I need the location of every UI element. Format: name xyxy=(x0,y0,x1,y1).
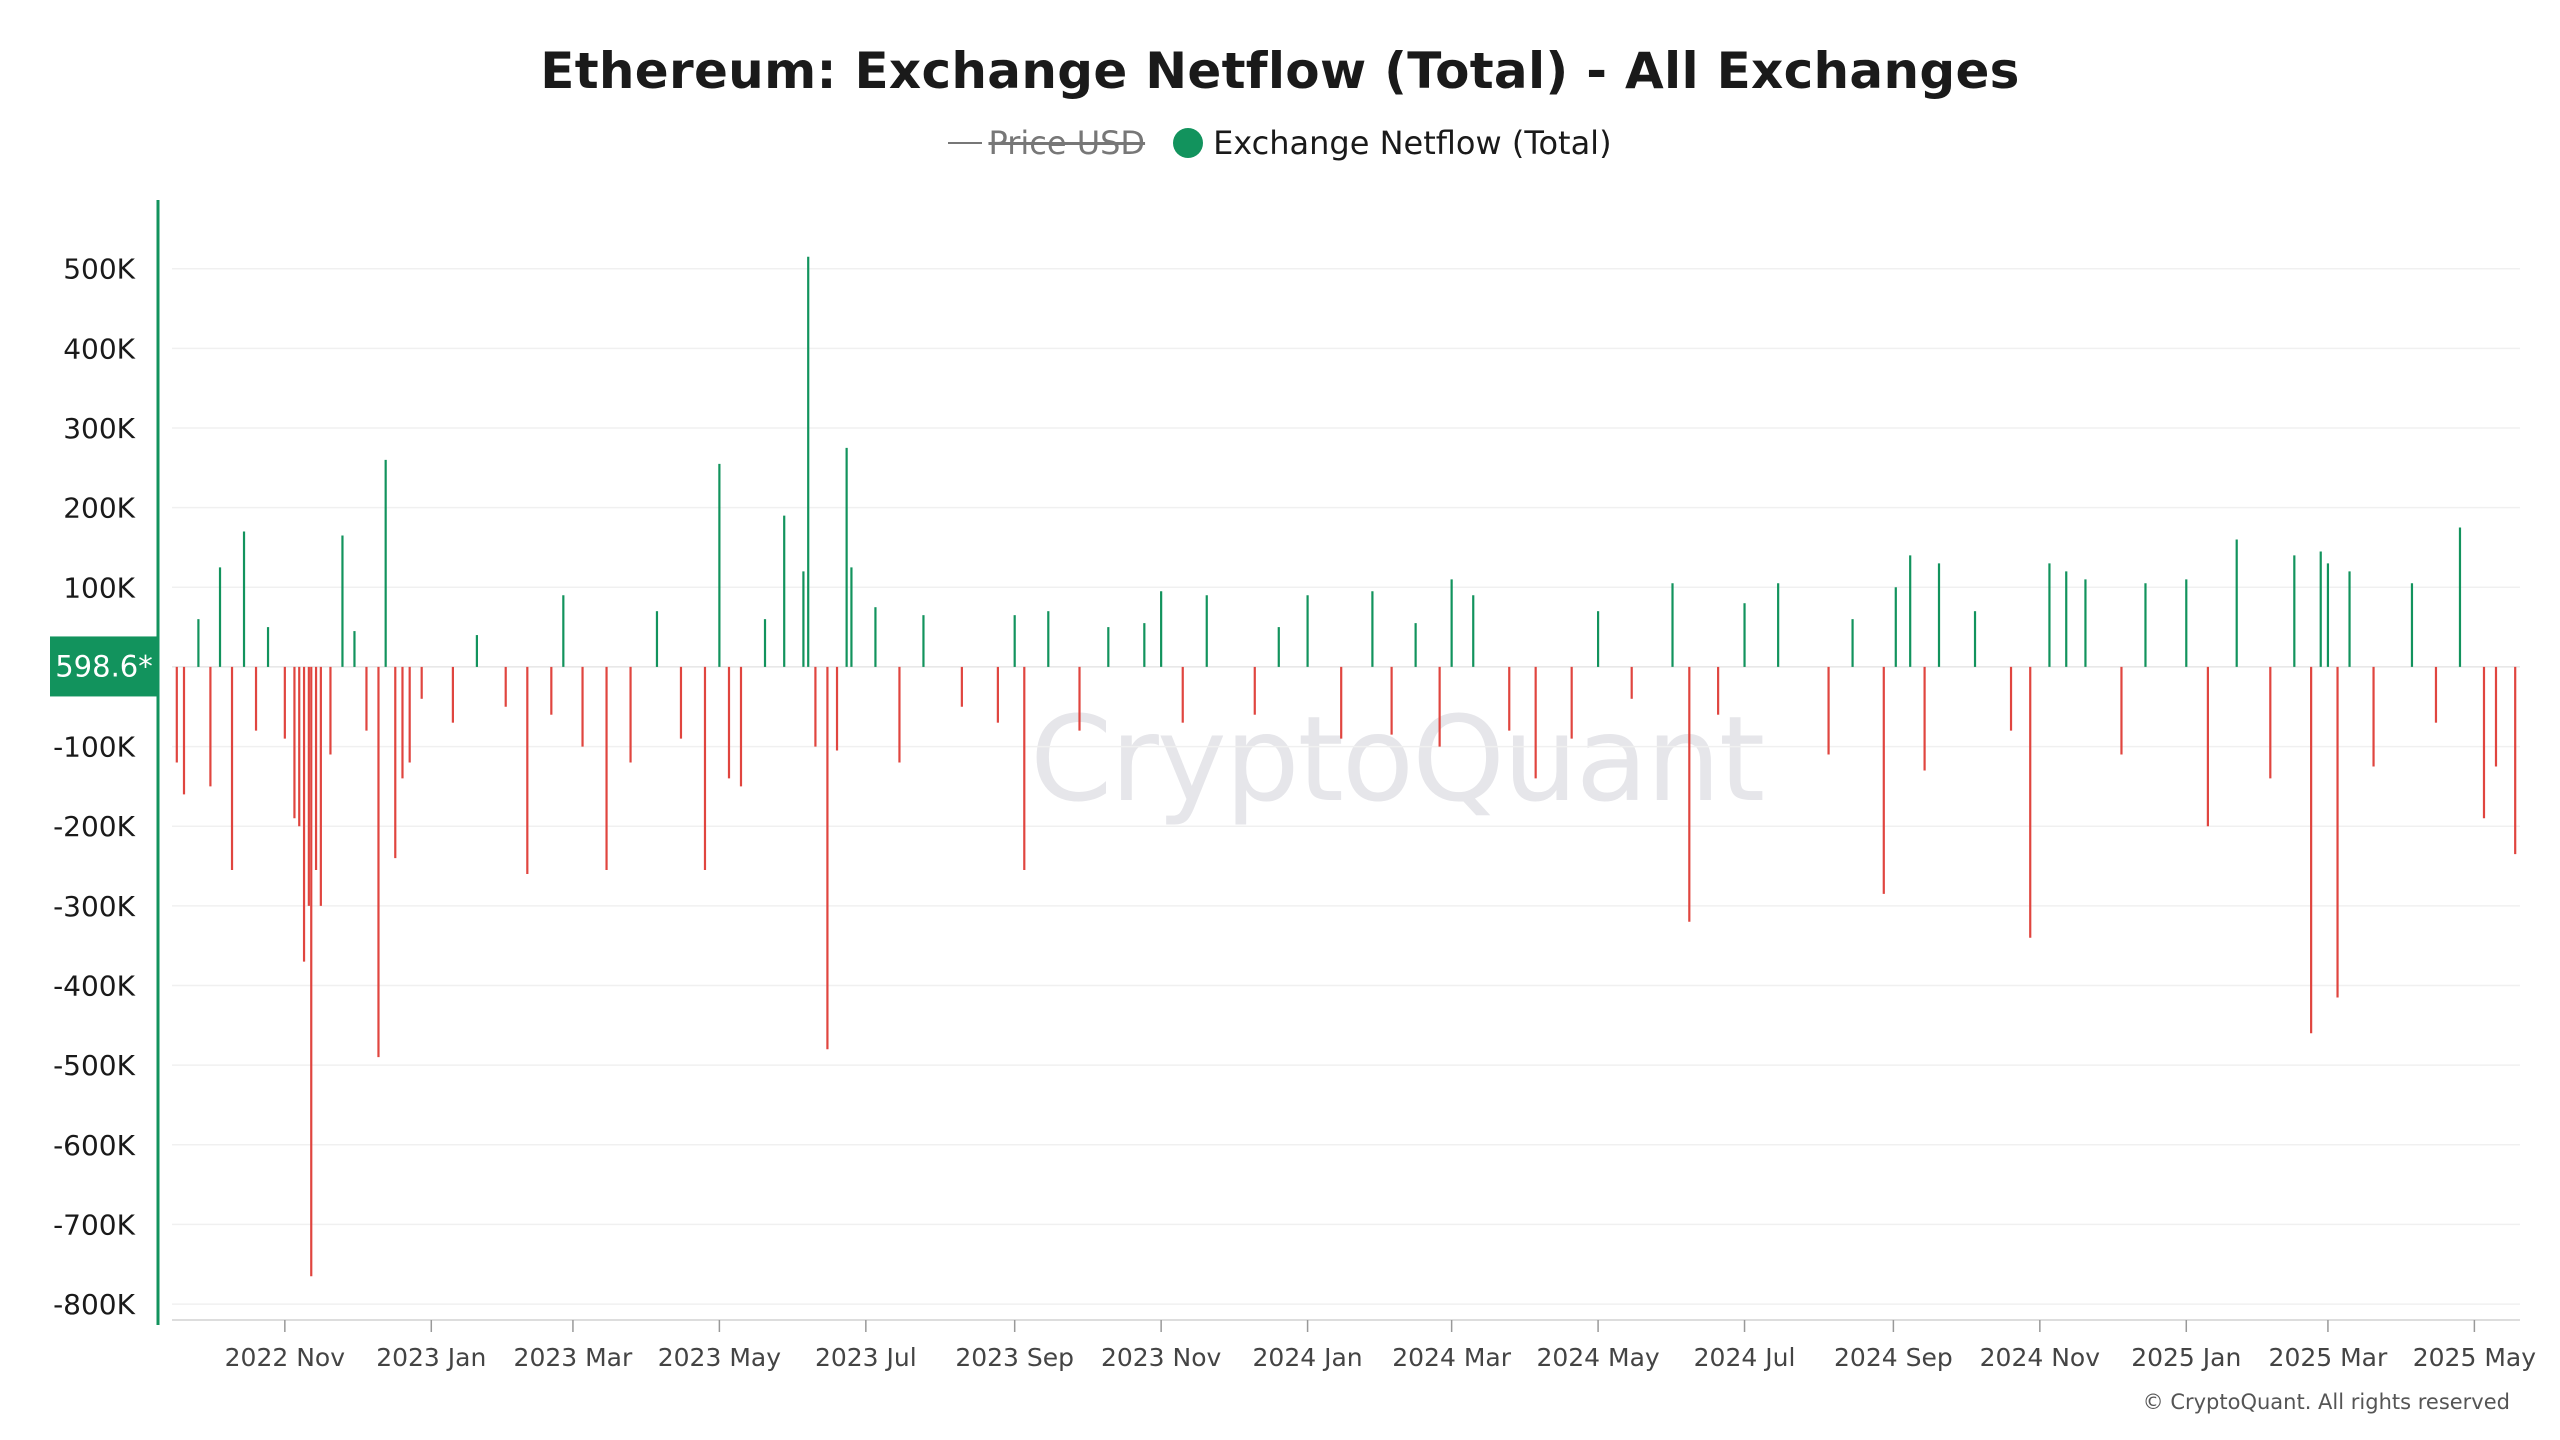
current-value-label: 598.6* xyxy=(55,649,153,683)
y-tick-label: -300K xyxy=(53,890,136,923)
x-tick-label: 2025 Mar xyxy=(2269,1343,2388,1372)
y-tick-label: -100K xyxy=(53,731,136,764)
x-tick-label: 2023 Jul xyxy=(815,1343,917,1372)
x-tick-label: 2024 Jan xyxy=(1253,1343,1363,1372)
line-swatch-icon xyxy=(948,142,983,144)
x-tick-label: 2024 Sep xyxy=(1834,1343,1953,1372)
current-value-badge xyxy=(50,636,158,697)
chart-legend: Price USD Exchange Netflow (Total) xyxy=(0,124,2560,162)
legend-label-price: Price USD xyxy=(988,124,1146,162)
x-tick-label: 2024 Nov xyxy=(1980,1343,2101,1372)
x-tick-label: 2024 May xyxy=(1536,1343,1659,1372)
y-tick-label: -800K xyxy=(53,1288,136,1321)
chart-title: Ethereum: Exchange Netflow (Total) - All… xyxy=(540,42,2020,100)
x-tick-label: 2023 May xyxy=(658,1343,781,1372)
x-tick-label: 2023 Jan xyxy=(376,1343,486,1372)
y-tick-label: 100K xyxy=(63,571,135,604)
x-tick-label: 2023 Mar xyxy=(514,1343,633,1372)
x-tick-label: 2023 Nov xyxy=(1101,1343,1222,1372)
x-tick-label: 2024 Jul xyxy=(1694,1343,1796,1372)
y-tick-label: 300K xyxy=(63,412,135,445)
copyright-text: © CryptoQuant. All rights reserved xyxy=(2142,1390,2510,1414)
y-tick-label: -200K xyxy=(53,810,136,843)
legend-item-netflow[interactable]: Exchange Netflow (Total) xyxy=(1173,124,1612,162)
y-tick-label: -700K xyxy=(53,1208,136,1241)
bars xyxy=(175,256,2517,1277)
x-tick-label: 2025 May xyxy=(2413,1343,2536,1372)
x-tick-label: 2023 Sep xyxy=(955,1343,1074,1372)
dot-swatch-icon xyxy=(1173,128,1204,158)
y-tick-label: -500K xyxy=(53,1049,136,1082)
legend-item-price[interactable]: Price USD xyxy=(948,124,1145,162)
y-tick-label: -600K xyxy=(53,1129,136,1162)
legend-label-netflow: Exchange Netflow (Total) xyxy=(1213,124,1612,162)
x-tick-label: 2024 Mar xyxy=(1392,1343,1511,1372)
x-tick-label: 2022 Nov xyxy=(225,1343,346,1372)
x-tick-label: 2025 Jan xyxy=(2131,1343,2241,1372)
y-tick-label: 200K xyxy=(63,492,135,525)
y-tick-label: -400K xyxy=(53,970,136,1003)
grid xyxy=(172,267,2520,1305)
y-tick-label: 500K xyxy=(63,253,135,286)
axes: 500K 400K 300K 200K 100K -100K -200K -300K -400K… xyxy=(50,200,2536,1372)
y-tick-label: 400K xyxy=(63,332,135,365)
